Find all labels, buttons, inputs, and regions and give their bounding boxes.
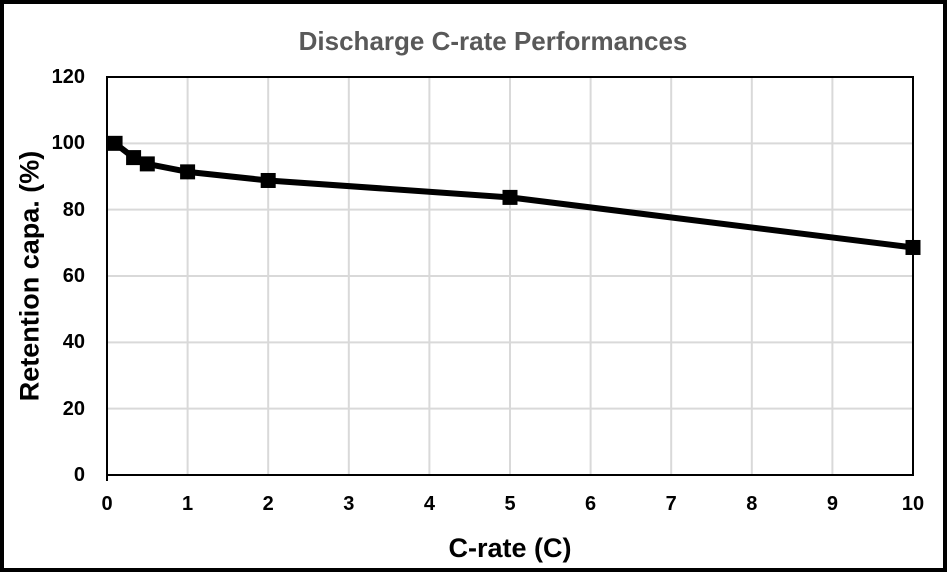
y-tick-label: 40 (62, 331, 85, 354)
x-tick-label: 10 (901, 493, 925, 515)
data-point-marker (502, 189, 518, 205)
x-tick-label: 0 (101, 493, 113, 515)
x-tick-label: 8 (746, 493, 758, 515)
x-tick-label: 4 (423, 493, 435, 515)
x-tick-label: 1 (182, 493, 194, 515)
y-tick-label: 80 (62, 198, 85, 221)
y-tick-label: 60 (62, 265, 85, 287)
x-tick-label: 9 (826, 493, 838, 515)
data-point-marker (126, 150, 142, 166)
y-axis-title: Retention capa. (%) (14, 150, 45, 402)
x-tick-label: 2 (262, 493, 274, 515)
y-tick-label: 100 (51, 132, 85, 155)
data-point-marker (139, 156, 155, 172)
x-axis-title: C-rate (C) (448, 533, 572, 563)
x-tick-label: 5 (504, 493, 516, 515)
data-point-marker (905, 239, 921, 255)
data-point-marker (180, 164, 196, 180)
y-tick-label: 0 (73, 464, 85, 486)
x-tick-label: 3 (343, 493, 355, 515)
chart-title: Discharge C-rate Performances (298, 26, 688, 56)
x-tick-label: 7 (665, 493, 677, 515)
y-tick-label: 120 (51, 66, 85, 88)
data-point-marker (260, 172, 276, 188)
plot-border (106, 76, 914, 476)
y-tick-label: 20 (62, 397, 85, 420)
x-tick-label: 6 (585, 493, 597, 515)
data-point-marker (107, 135, 123, 151)
